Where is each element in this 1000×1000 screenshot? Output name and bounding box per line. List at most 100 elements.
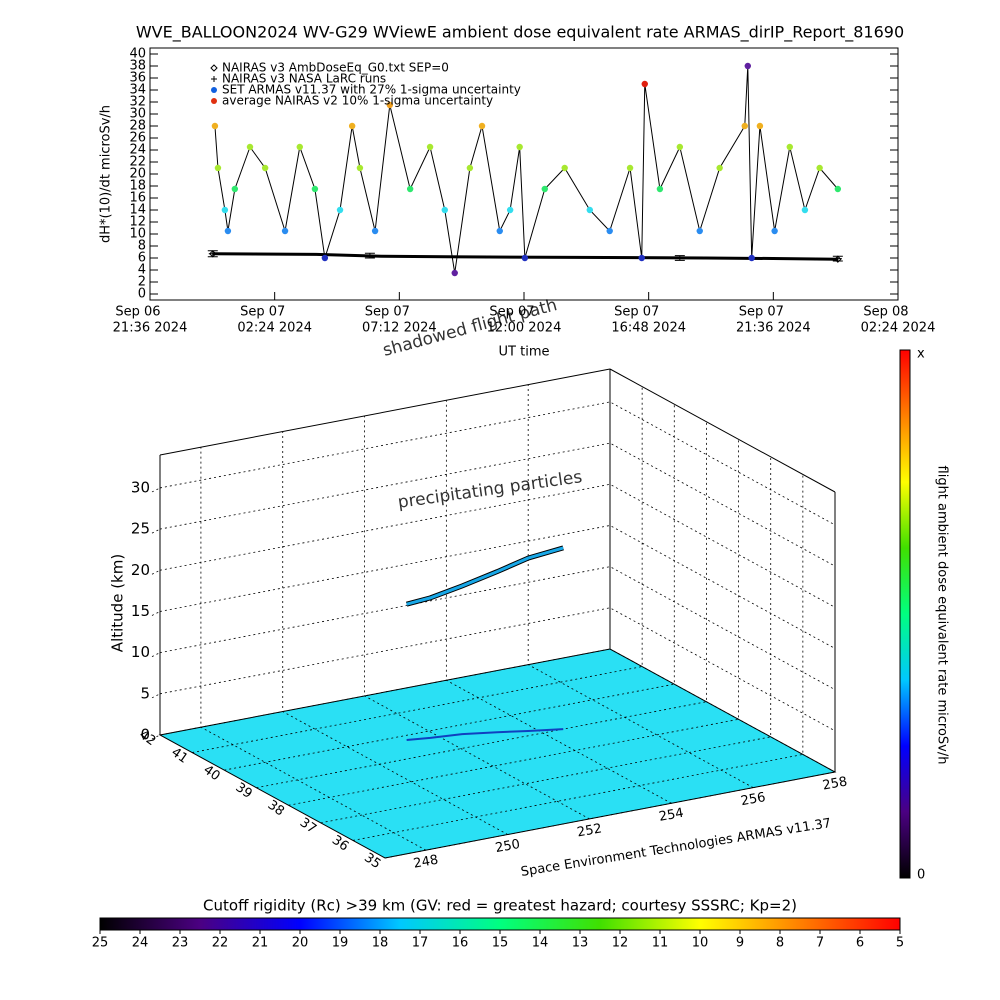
- y-tick-label: 36: [129, 71, 146, 86]
- legend-marker: [211, 76, 217, 82]
- data-point: [281, 227, 289, 235]
- grid-line: [282, 431, 508, 835]
- x-tick-label: 256: [740, 790, 767, 809]
- data-point: [786, 143, 793, 151]
- grid-line: [151, 734, 161, 740]
- colorbar-tick-label: 21: [252, 936, 269, 951]
- grid-line: [364, 415, 590, 820]
- grid-line: [527, 384, 754, 788]
- data-point: [696, 227, 703, 235]
- colorbar-tick-label: 23: [172, 936, 189, 951]
- box-edge: [159, 368, 611, 456]
- colorbar-tick-label: 19: [332, 936, 349, 951]
- data-point: [211, 122, 219, 130]
- error-bar: [207, 250, 218, 258]
- colorbar-tick-label: 11: [652, 936, 669, 951]
- data-point: [348, 122, 356, 130]
- x-tick-label: Sep 08: [863, 305, 908, 320]
- colorbar-tick-label: x: [917, 347, 925, 362]
- colorbar-tick-label: 7: [816, 936, 824, 951]
- data-point: [744, 62, 751, 70]
- flight-path: [406, 546, 564, 606]
- y-tick-label: 8: [138, 239, 146, 254]
- data-point: [641, 80, 648, 88]
- colorbar-tick-label: 8: [776, 936, 784, 951]
- colorbar-tick-label: 18: [372, 936, 389, 951]
- colorbar-tick-label: 5: [896, 936, 904, 951]
- grid-line: [151, 611, 161, 616]
- x-tick-label: 248: [412, 853, 439, 872]
- data-point: [246, 143, 254, 151]
- x-tick-label: 21:36 2024: [736, 321, 811, 336]
- shadow-path: [406, 728, 564, 742]
- legend-label: NAIRAS v3 NASA LaRC runs: [222, 72, 386, 86]
- data-point: [214, 164, 222, 172]
- data-point: [771, 227, 778, 235]
- y-axis-label: dH*(10)/dt microSv/h: [99, 105, 114, 243]
- colorbar-tick-label: 22: [212, 936, 229, 951]
- error-bar: [674, 255, 685, 261]
- colorbar: [899, 349, 911, 879]
- colorbar: [99, 917, 901, 931]
- data-point: [816, 164, 823, 172]
- error-bar: [832, 255, 843, 262]
- colorbar-tick-label: 20: [292, 936, 309, 951]
- x-tick-label: Sep 07: [365, 305, 410, 320]
- data-point: [521, 254, 529, 262]
- x-tick-label: Sep 07: [739, 305, 784, 320]
- data-point: [741, 122, 748, 130]
- grid-line: [151, 528, 161, 534]
- data-point: [386, 101, 394, 109]
- colorbar-tick-label: 15: [492, 936, 509, 951]
- data-point: [801, 206, 809, 214]
- x-tick-label: 07:12 2024: [362, 321, 437, 336]
- data-point: [321, 254, 329, 262]
- y-tick-label: 10: [129, 227, 146, 242]
- z-axis-label: Altitude (km): [109, 554, 127, 652]
- x-tick-label: 258: [821, 774, 848, 793]
- y-tick-label: 28: [129, 119, 146, 134]
- data-point: [506, 206, 514, 214]
- y-tick-label: 2: [138, 275, 146, 290]
- colorbar-title: Cutoff rigidity (Rc) >39 km (GV: red = g…: [203, 897, 797, 915]
- x-tick-label: Sep 06: [115, 305, 160, 320]
- colorbar-tick-label: 9: [736, 936, 744, 951]
- legend-marker: [211, 98, 217, 104]
- y-tick-label: 40: [129, 47, 146, 62]
- data-point: [586, 206, 593, 214]
- series-line: [214, 65, 839, 274]
- data-point: [676, 143, 684, 151]
- x-axis-label: UT time: [499, 345, 550, 360]
- colorbar-tick-label: 14: [532, 936, 549, 951]
- x-tick-label: 16:48 2024: [611, 321, 686, 336]
- data-point: [451, 269, 458, 277]
- x-tick-label: 250: [494, 837, 521, 856]
- data-point: [311, 185, 319, 193]
- x-tick-label: 252: [576, 821, 603, 840]
- z-tick-label: 25: [131, 520, 150, 538]
- colorbar-tick-label: 17: [412, 936, 429, 951]
- y-tick-label: 12: [129, 215, 146, 230]
- legend-label: average NAIRAS v2 10% 1-sigma uncertaint…: [222, 94, 493, 108]
- y-tick-label: 0: [138, 287, 146, 302]
- data-point: [356, 164, 364, 172]
- y-tick-label: 32: [129, 95, 146, 110]
- x-tick-label: 21:36 2024: [113, 321, 188, 336]
- data-point: [496, 227, 503, 235]
- data-point: [748, 254, 755, 262]
- x-tick-label: 02:24 2024: [861, 321, 936, 336]
- data-point: [626, 164, 634, 172]
- y-tick-label: 24: [129, 143, 146, 158]
- colorbar-tick-label: 16: [452, 936, 469, 951]
- x-tick-label: Sep 07: [240, 305, 285, 320]
- colorbar-tick-label: 10: [692, 936, 709, 951]
- colorbar-tick-label: 25: [92, 936, 109, 951]
- x-tick-label: Sep 07: [614, 305, 659, 320]
- data-point: [371, 227, 379, 235]
- grid-line: [151, 693, 161, 699]
- data-point: [638, 254, 645, 262]
- data-point: [426, 143, 434, 151]
- series-line: [212, 252, 838, 261]
- data-point: [441, 206, 448, 214]
